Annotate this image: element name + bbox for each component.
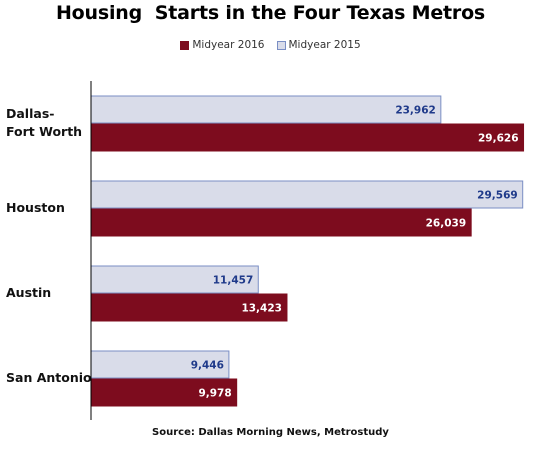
bar bbox=[90, 95, 442, 124]
data-label: 26,039 bbox=[426, 218, 467, 230]
data-label: 9,978 bbox=[198, 388, 231, 400]
category-label: Dallas-Fort Worth bbox=[6, 106, 82, 139]
legend-label: Midyear 2016 bbox=[192, 39, 265, 51]
bar bbox=[90, 208, 472, 237]
bar bbox=[90, 378, 238, 407]
data-label: 29,569 bbox=[477, 190, 518, 202]
category-label: Austin bbox=[6, 285, 51, 300]
data-label: 29,626 bbox=[478, 133, 519, 145]
legend-swatch bbox=[180, 40, 190, 50]
category-label: Houston bbox=[6, 200, 65, 215]
data-label: 9,446 bbox=[191, 360, 224, 372]
legend: Midyear 2016 Midyear 2015 bbox=[0, 39, 541, 51]
legend-item: Midyear 2016 bbox=[180, 39, 265, 51]
legend-label: Midyear 2015 bbox=[288, 39, 361, 51]
category-label: San Antonio bbox=[6, 370, 92, 385]
source-note: Source: Dallas Morning News, Metrostudy bbox=[152, 427, 389, 438]
legend-swatch bbox=[276, 40, 286, 50]
bar bbox=[90, 293, 288, 322]
data-label: 23,962 bbox=[395, 105, 436, 117]
bar bbox=[90, 123, 525, 152]
legend-item: Midyear 2015 bbox=[276, 39, 361, 51]
data-label: 11,457 bbox=[213, 275, 254, 287]
bar bbox=[90, 180, 524, 209]
data-label: 13,423 bbox=[241, 303, 282, 315]
chart-title: Housing Starts in the Four Texas Metros bbox=[55, 2, 486, 24]
